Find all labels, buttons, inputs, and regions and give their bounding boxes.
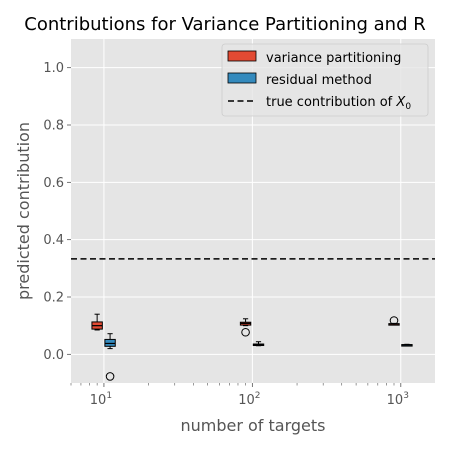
legend-label-math-x: X: [395, 95, 406, 110]
legend-label-residual-method: residual method: [266, 73, 372, 88]
legend-patch-variance-partitioning: [227, 50, 257, 62]
box-plot: [388, 316, 400, 326]
box-plot: [104, 333, 116, 381]
legend-label-math-sub: 0: [405, 102, 411, 112]
box-plot: [401, 343, 413, 347]
y-tick-label: 0.4: [43, 233, 64, 248]
x-tick-label-exponent: 1: [106, 391, 112, 401]
y-tick-label: 0.0: [43, 348, 64, 363]
y-tick-label: 0.8: [43, 119, 64, 134]
flier-point: [105, 372, 115, 381]
y-tick-label: 0.2: [43, 291, 64, 306]
x-axis-label: number of targets: [180, 416, 325, 435]
y-tick-label: 0.6: [43, 176, 64, 191]
legend-patch-residual-method: [227, 72, 257, 84]
x-tick-label: 101: [90, 391, 112, 408]
legend: variance partitioning residual method tr…: [221, 43, 429, 117]
legend-label-true-contribution: true contribution of X0: [266, 95, 411, 112]
box-plots: [91, 313, 413, 381]
flier-point: [241, 327, 250, 337]
box-plot: [239, 318, 252, 337]
x-tick-label: 103: [387, 391, 409, 408]
x-tick-label: 102: [238, 391, 260, 408]
x-tick-label-exponent: 3: [403, 391, 409, 401]
box-plot: [91, 313, 103, 331]
legend-label-variance-partitioning: variance partitioning: [266, 51, 401, 66]
x-tick-label-exponent: 2: [255, 391, 261, 401]
legend-frame: [221, 43, 429, 117]
y-axis-label: predicted contribution: [14, 122, 33, 300]
x-tick-label-base: 10: [90, 393, 107, 408]
x-tick-label-base: 10: [238, 393, 255, 408]
box-plot: [252, 341, 265, 347]
legend-label-true-contribution-text: true contribution of: [266, 95, 396, 110]
y-tick-label: 1.0: [43, 61, 64, 76]
flier-point: [389, 316, 399, 325]
chart-title: Contributions for Variance Partitioning …: [24, 14, 425, 35]
x-tick-label-base: 10: [387, 393, 404, 408]
